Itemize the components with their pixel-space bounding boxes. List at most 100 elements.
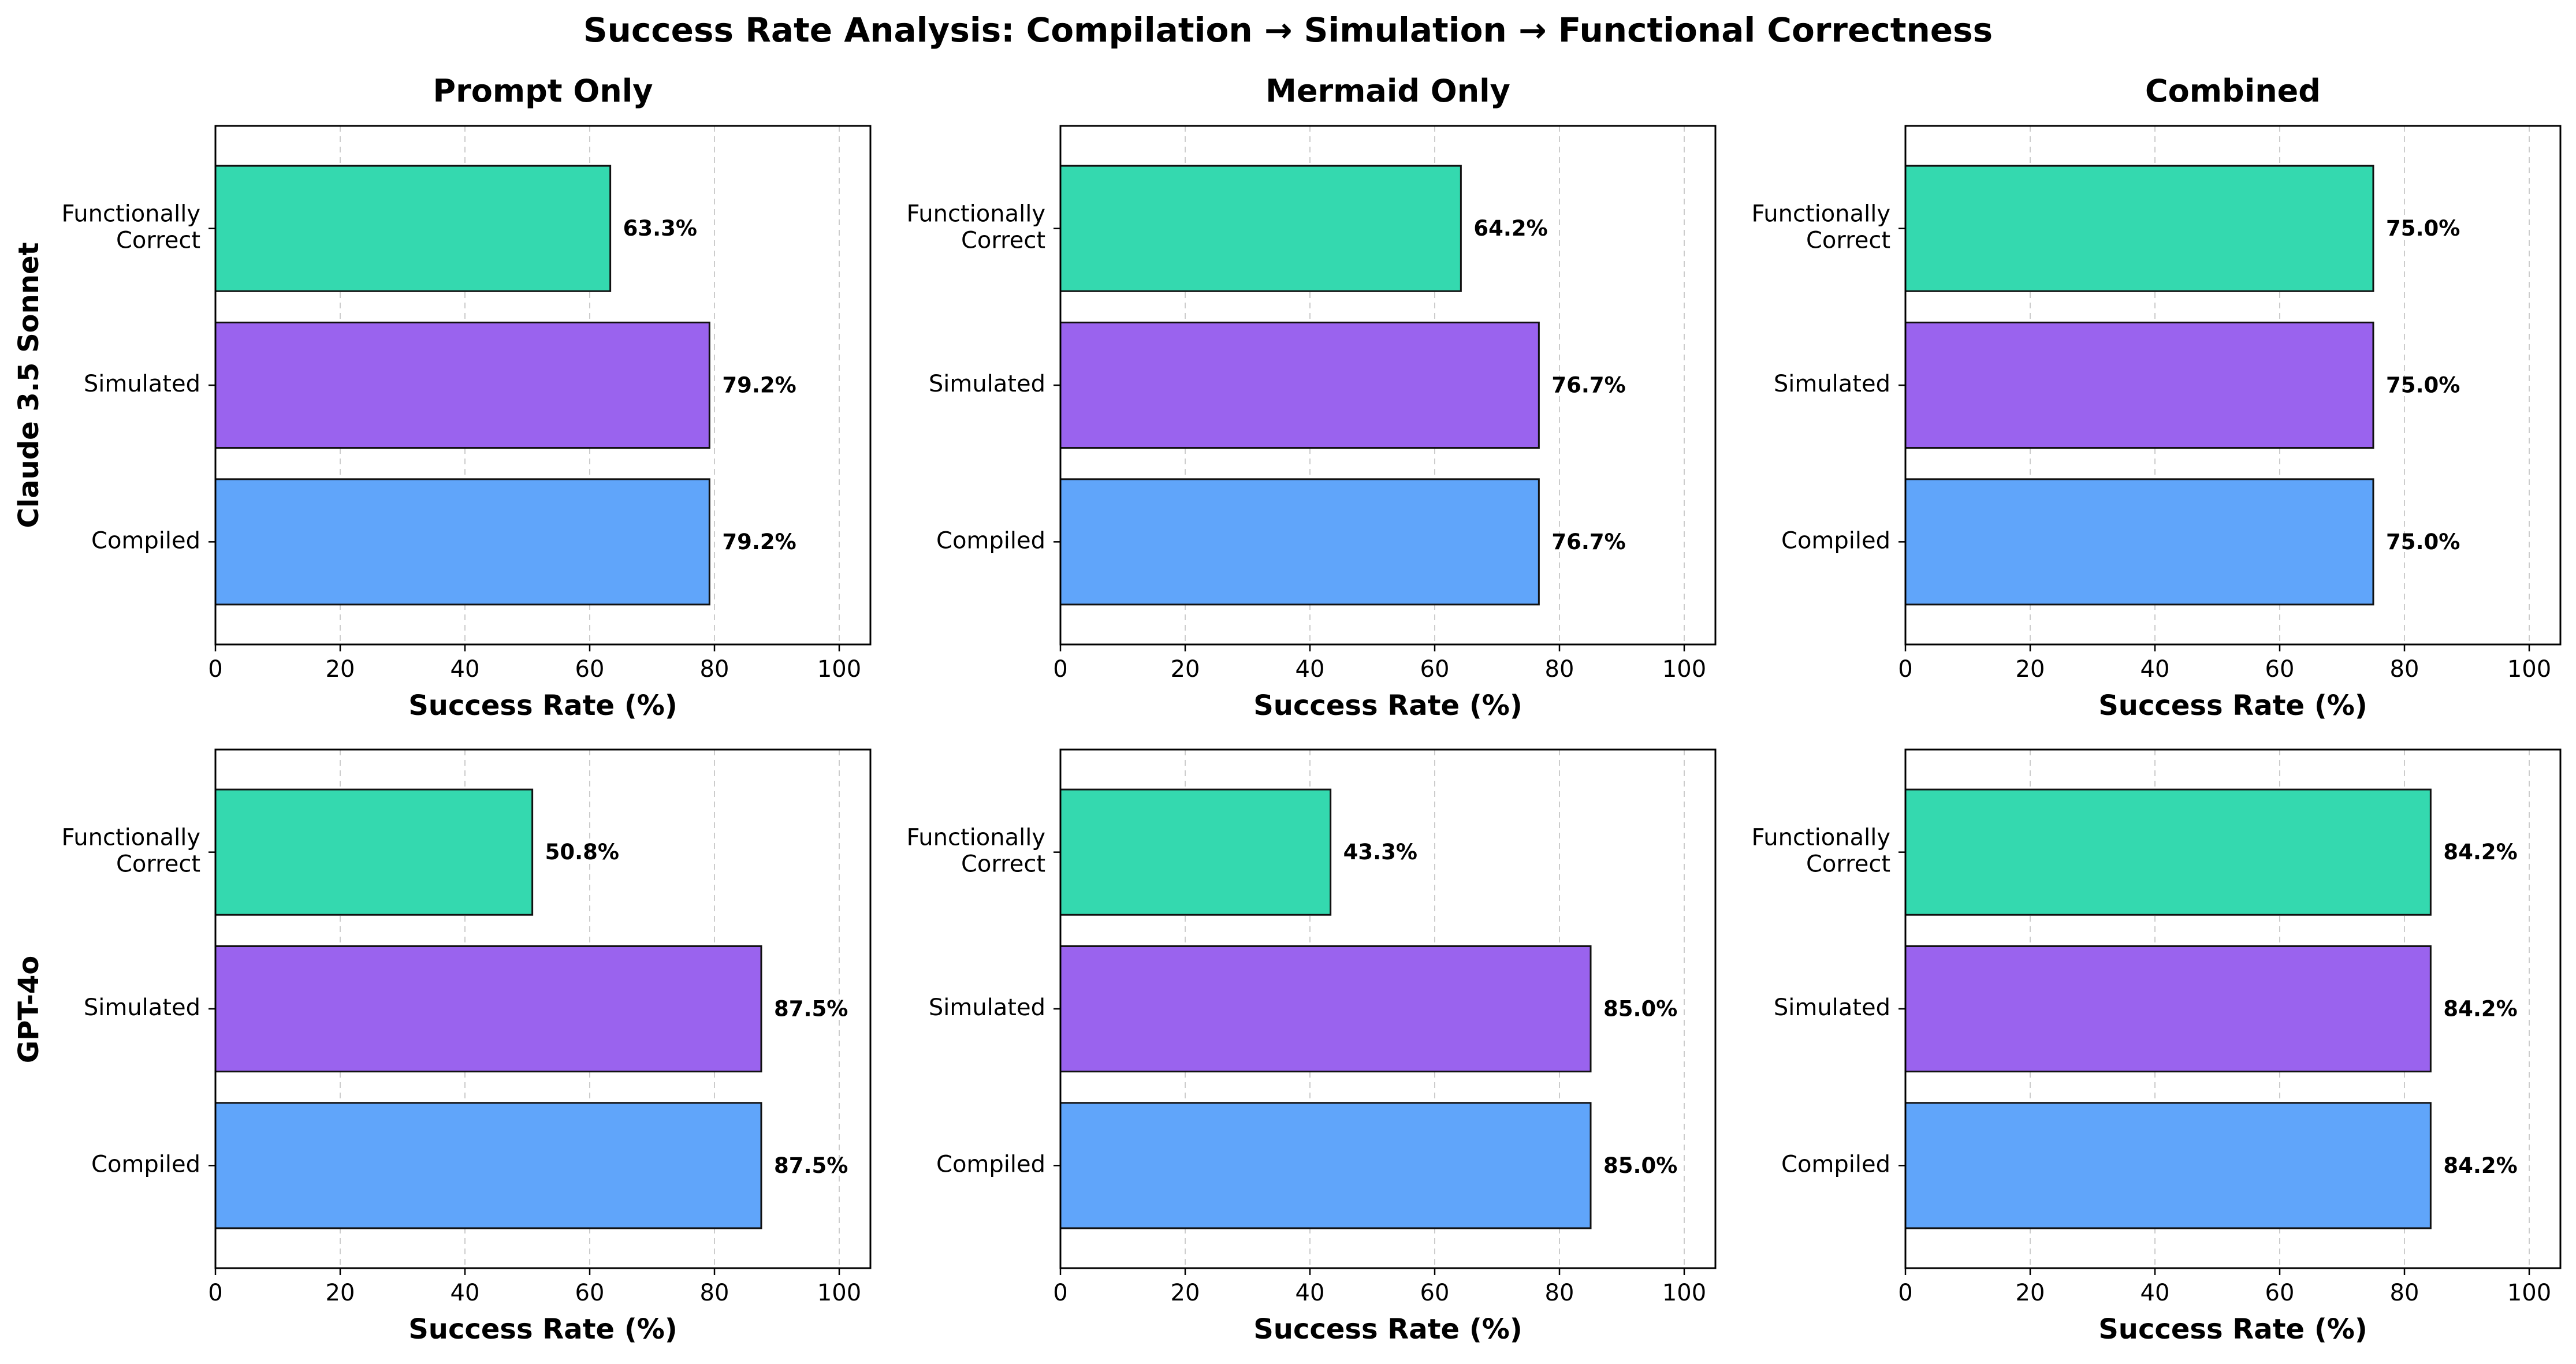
value-label-functionally-correct: 64.2% bbox=[1473, 216, 1547, 241]
y-tick-label-line: Compiled bbox=[936, 1151, 1045, 1177]
bar-simulated bbox=[214, 321, 710, 449]
x-tick-label: 0 bbox=[208, 656, 222, 683]
bar-functionally-correct bbox=[214, 788, 534, 916]
bar-compiled bbox=[1904, 1102, 2432, 1229]
y-tick-label-line: Compiled bbox=[1781, 527, 1890, 554]
value-label-simulated: 75.0% bbox=[2386, 373, 2460, 398]
x-tick-label: 80 bbox=[700, 1280, 729, 1306]
y-tick-label-line: Compiled bbox=[91, 1151, 200, 1177]
x-tick-label: 100 bbox=[817, 656, 861, 683]
bar-compiled bbox=[214, 478, 710, 606]
axes-frame bbox=[1904, 125, 2562, 646]
bar-functionally-correct bbox=[1904, 788, 2432, 916]
x-tick-label: 80 bbox=[1545, 656, 1574, 683]
x-tick-label: 60 bbox=[1420, 1280, 1450, 1306]
x-tick-label: 0 bbox=[1898, 656, 1912, 683]
panel-claude-3-5-sonnet-combined: 75.0% 75.0% 75.0% Compiled Simulated Function… bbox=[1751, 125, 2562, 722]
y-tick-label-line: Simulated bbox=[1774, 371, 1890, 397]
x-axis-label: Success Rate (%) bbox=[1253, 690, 1522, 722]
x-tick-label: 60 bbox=[575, 1280, 605, 1306]
y-tick-label-line: Functionally bbox=[1751, 825, 1890, 851]
y-tick-label-line: Correct bbox=[961, 228, 1045, 254]
y-tick-label-line: Functionally bbox=[61, 825, 200, 851]
value-label-functionally-correct: 75.0% bbox=[2386, 216, 2460, 241]
x-tick-label: 40 bbox=[1296, 1280, 1325, 1306]
x-tick-label: 40 bbox=[2141, 656, 2170, 683]
axes-frame bbox=[1059, 748, 1717, 1269]
y-tick-label-line: Compiled bbox=[936, 527, 1045, 554]
y-tick-label-simulated: Simulated bbox=[1774, 371, 1890, 397]
column-title-prompt-only: Prompt Only bbox=[433, 73, 653, 109]
bar-simulated bbox=[214, 945, 762, 1073]
x-tick-label: 20 bbox=[1171, 656, 1200, 683]
x-tick-label: 60 bbox=[2265, 656, 2295, 683]
bar-functionally-correct bbox=[1059, 165, 1462, 292]
x-tick-label: 20 bbox=[326, 656, 355, 683]
panel-claude-3-5-sonnet-prompt-only: 79.2% 79.2% 63.3% Compiled Simulated Function… bbox=[61, 125, 872, 722]
x-tick-label: 100 bbox=[817, 1280, 861, 1306]
value-label-compiled: 84.2% bbox=[2443, 1153, 2517, 1178]
x-tick-label: 100 bbox=[1662, 656, 1706, 683]
x-tick-label: 100 bbox=[1662, 1280, 1706, 1306]
x-axis-label: Success Rate (%) bbox=[2098, 690, 2367, 722]
y-tick-label-functionally-correct: Functionally Correct bbox=[906, 825, 1045, 878]
x-tick-label: 20 bbox=[326, 1280, 355, 1306]
y-tick-label-line: Correct bbox=[961, 851, 1045, 878]
value-label-simulated: 76.7% bbox=[1551, 373, 1625, 398]
x-tick-label: 0 bbox=[1053, 1280, 1067, 1306]
y-tick-label-simulated: Simulated bbox=[84, 994, 200, 1021]
y-tick-label-line: Functionally bbox=[906, 825, 1045, 851]
y-tick-label-compiled: Compiled bbox=[936, 527, 1045, 554]
value-label-compiled: 75.0% bbox=[2386, 530, 2460, 554]
x-tick-label: 40 bbox=[451, 656, 480, 683]
y-tick-label-simulated: Simulated bbox=[84, 371, 200, 397]
x-tick-label: 40 bbox=[451, 1280, 480, 1306]
value-label-simulated: 85.0% bbox=[1603, 997, 1677, 1022]
x-tick-label: 20 bbox=[1171, 1280, 1200, 1306]
y-tick-label-line: Correct bbox=[1806, 228, 1890, 254]
y-tick-label-functionally-correct: Functionally Correct bbox=[61, 201, 200, 254]
value-label-simulated: 87.5% bbox=[774, 997, 848, 1022]
bar-compiled bbox=[214, 1102, 762, 1229]
value-label-simulated: 79.2% bbox=[722, 373, 796, 398]
x-tick-label: 60 bbox=[1420, 656, 1450, 683]
y-tick-label-simulated: Simulated bbox=[929, 371, 1045, 397]
y-tick-label-functionally-correct: Functionally Correct bbox=[61, 825, 200, 878]
y-tick-label-line: Simulated bbox=[1774, 994, 1890, 1021]
value-label-compiled: 87.5% bbox=[774, 1153, 848, 1178]
x-axis-label: Success Rate (%) bbox=[2098, 1313, 2367, 1346]
y-tick-label-functionally-correct: Functionally Correct bbox=[906, 201, 1045, 254]
x-tick-label: 80 bbox=[2390, 656, 2419, 683]
y-tick-label-line: Correct bbox=[116, 851, 200, 878]
y-tick-label-line: Compiled bbox=[91, 527, 200, 554]
x-axis-label: Success Rate (%) bbox=[408, 690, 677, 722]
y-tick-label-line: Correct bbox=[1806, 851, 1890, 878]
panel-gpt-4o-mermaid-only: 85.0% 85.0% 43.3% Compiled Simulated Function… bbox=[906, 748, 1717, 1346]
x-tick-label: 100 bbox=[2507, 656, 2551, 683]
axes-frame bbox=[214, 748, 872, 1269]
bar-compiled bbox=[1059, 478, 1540, 606]
y-tick-label-functionally-correct: Functionally Correct bbox=[1751, 201, 1890, 254]
bar-simulated bbox=[1904, 945, 2432, 1073]
y-tick-label-simulated: Simulated bbox=[929, 994, 1045, 1021]
axes-frame bbox=[214, 125, 872, 646]
figure-title: Success Rate Analysis: Compilation → Sim… bbox=[583, 10, 1993, 50]
bar-simulated bbox=[1059, 945, 1592, 1073]
chart-panels: 79.2% 79.2% 63.3% Compiled Simulated Function… bbox=[61, 125, 2562, 1346]
y-tick-label-line: Simulated bbox=[929, 994, 1045, 1021]
y-tick-label-functionally-correct: Functionally Correct bbox=[1751, 825, 1890, 878]
y-tick-label-line: Functionally bbox=[1751, 201, 1890, 228]
value-label-compiled: 79.2% bbox=[722, 530, 796, 554]
value-label-functionally-correct: 63.3% bbox=[623, 216, 697, 241]
x-tick-label: 100 bbox=[2507, 1280, 2551, 1306]
y-tick-label-simulated: Simulated bbox=[1774, 994, 1890, 1021]
y-tick-label-line: Compiled bbox=[1781, 1151, 1890, 1177]
x-tick-label: 60 bbox=[575, 656, 605, 683]
axes-frame bbox=[1904, 748, 2562, 1269]
y-tick-label-compiled: Compiled bbox=[936, 1151, 1045, 1177]
y-tick-label-line: Correct bbox=[116, 228, 200, 254]
x-tick-label: 40 bbox=[2141, 1280, 2170, 1306]
panel-gpt-4o-combined: 84.2% 84.2% 84.2% Compiled Simulated Function… bbox=[1751, 748, 2562, 1346]
x-tick-label: 0 bbox=[208, 1280, 222, 1306]
